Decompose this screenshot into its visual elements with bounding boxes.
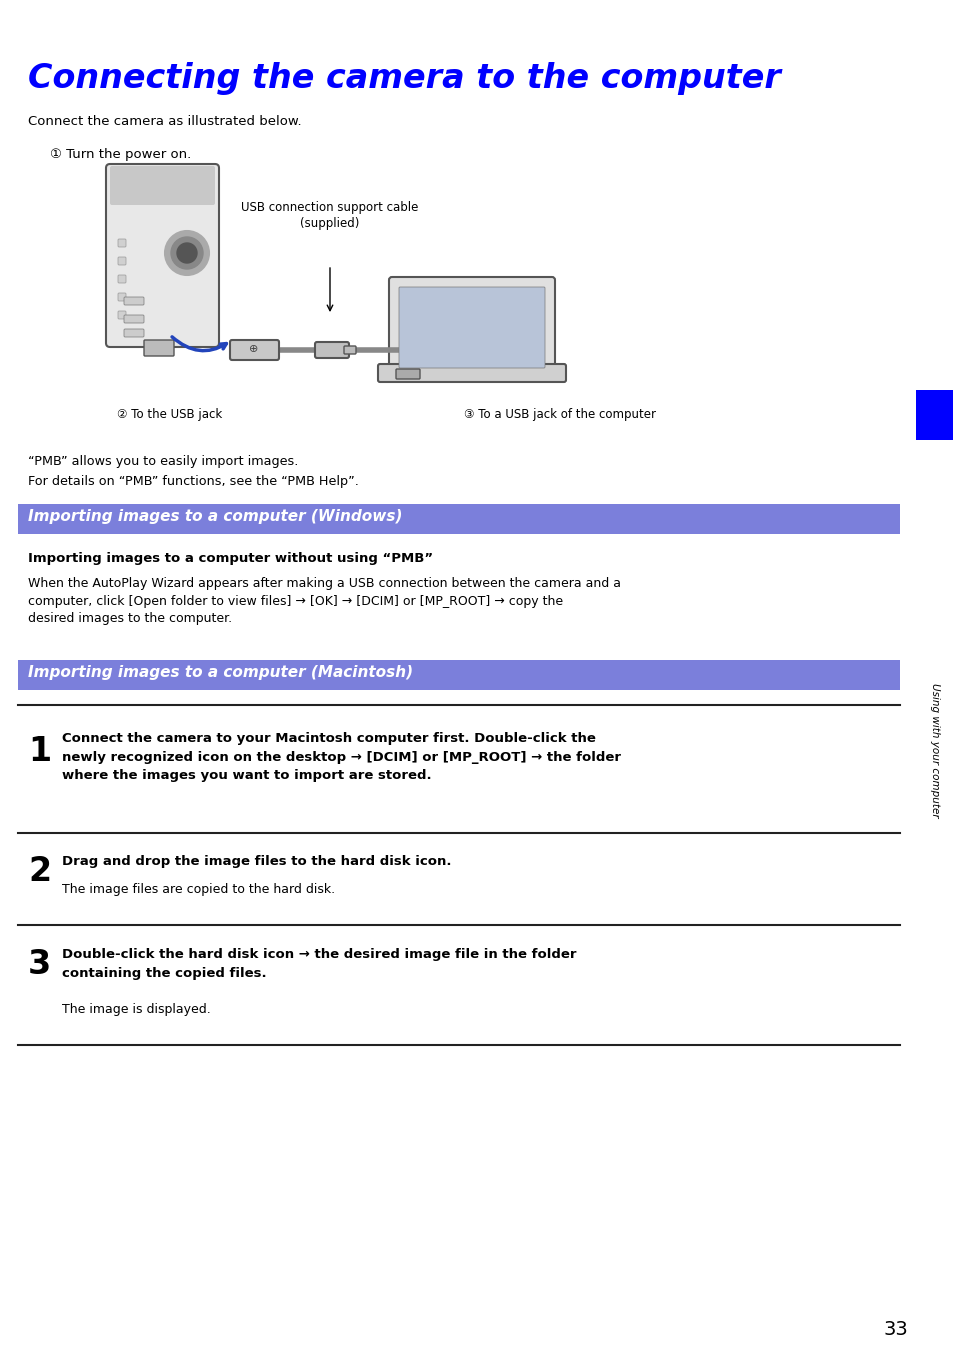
FancyBboxPatch shape xyxy=(118,311,126,319)
Text: Importing images to a computer (Windows): Importing images to a computer (Windows) xyxy=(28,509,402,524)
Text: 33: 33 xyxy=(882,1320,907,1339)
FancyBboxPatch shape xyxy=(124,315,144,323)
Circle shape xyxy=(165,231,209,275)
FancyBboxPatch shape xyxy=(314,342,349,358)
FancyBboxPatch shape xyxy=(106,164,219,347)
Text: For details on “PMB” functions, see the “PMB Help”.: For details on “PMB” functions, see the … xyxy=(28,475,358,489)
Text: 2: 2 xyxy=(28,855,51,887)
Text: ② To the USB jack: ② To the USB jack xyxy=(117,408,222,421)
FancyBboxPatch shape xyxy=(389,277,555,379)
Text: Connect the camera as illustrated below.: Connect the camera as illustrated below. xyxy=(28,115,301,128)
Text: Connect the camera to your Macintosh computer first. Double-click the
newly reco: Connect the camera to your Macintosh com… xyxy=(62,731,620,782)
Text: Connecting the camera to the computer: Connecting the camera to the computer xyxy=(28,62,781,95)
Text: 3: 3 xyxy=(28,949,51,981)
Text: The image files are copied to the hard disk.: The image files are copied to the hard d… xyxy=(62,883,335,896)
Bar xyxy=(18,660,899,689)
Text: ① Turn the power on.: ① Turn the power on. xyxy=(50,148,191,161)
Text: Double-click the hard disk icon → the desired image file in the folder
containin: Double-click the hard disk icon → the de… xyxy=(62,949,576,980)
FancyBboxPatch shape xyxy=(118,275,126,284)
Circle shape xyxy=(177,243,196,263)
FancyBboxPatch shape xyxy=(377,364,565,383)
FancyBboxPatch shape xyxy=(230,341,278,360)
Text: “PMB” allows you to easily import images.: “PMB” allows you to easily import images… xyxy=(28,455,298,468)
Text: ③ To a USB jack of the computer: ③ To a USB jack of the computer xyxy=(463,408,656,421)
Bar xyxy=(18,503,899,535)
Text: 1: 1 xyxy=(28,735,51,768)
FancyBboxPatch shape xyxy=(118,239,126,247)
FancyBboxPatch shape xyxy=(110,166,214,205)
Bar xyxy=(915,389,953,440)
FancyBboxPatch shape xyxy=(398,286,544,368)
FancyBboxPatch shape xyxy=(118,256,126,265)
Text: ⊕: ⊕ xyxy=(249,345,258,354)
Circle shape xyxy=(171,237,203,269)
FancyBboxPatch shape xyxy=(124,328,144,337)
Text: Drag and drop the image files to the hard disk icon.: Drag and drop the image files to the har… xyxy=(62,855,451,868)
Text: Using with your computer: Using with your computer xyxy=(929,683,939,817)
FancyBboxPatch shape xyxy=(395,369,419,379)
Text: The image is displayed.: The image is displayed. xyxy=(62,1003,211,1016)
FancyBboxPatch shape xyxy=(344,346,355,354)
FancyBboxPatch shape xyxy=(118,293,126,301)
Text: USB connection support cable
(supplied): USB connection support cable (supplied) xyxy=(241,201,418,229)
Text: Importing images to a computer without using “PMB”: Importing images to a computer without u… xyxy=(28,552,433,565)
FancyBboxPatch shape xyxy=(144,341,173,356)
Text: Importing images to a computer (Macintosh): Importing images to a computer (Macintos… xyxy=(28,665,413,680)
FancyBboxPatch shape xyxy=(124,297,144,305)
Text: When the AutoPlay Wizard appears after making a USB connection between the camer: When the AutoPlay Wizard appears after m… xyxy=(28,577,620,626)
